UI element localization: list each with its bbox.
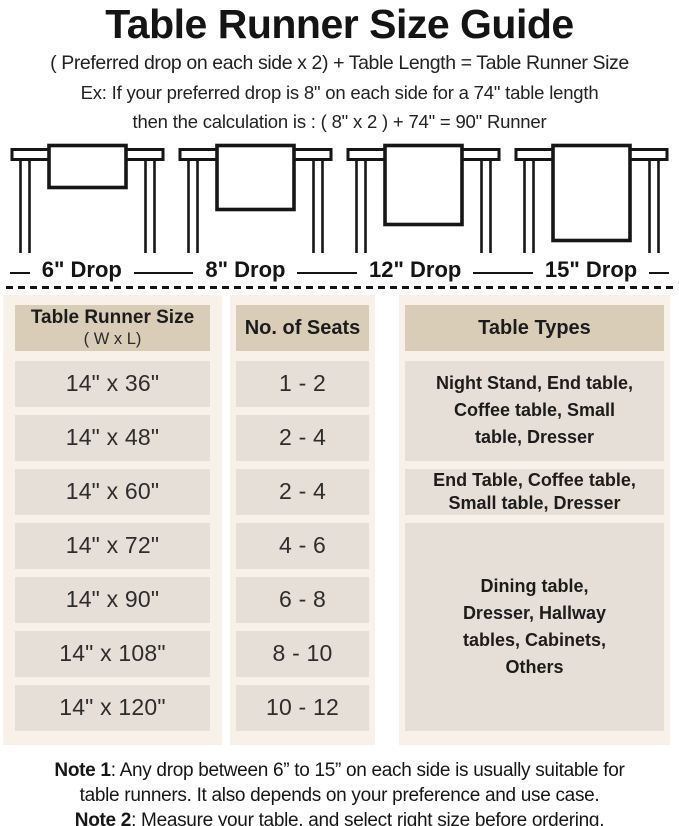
table-types-group-small: Night Stand, End table, Coffee table, Sm…: [405, 360, 664, 461]
table-types-group-medium: End Table, Coffee table, Small table, Dr…: [405, 468, 664, 515]
drop-label-12: 12" Drop: [357, 256, 474, 283]
table-diagram-12-drop-icon: [346, 143, 501, 253]
drop-label-8: 8" Drop: [193, 256, 298, 283]
page-title: Table Runner Size Guide: [105, 1, 574, 47]
drop-labels-line: [10, 271, 669, 275]
seats-column-header: No. of Seats: [236, 304, 369, 351]
drop-label-15: 15" Drop: [532, 256, 650, 283]
runner-size-cell: 14" x 120": [15, 684, 210, 731]
seats-cell: 2 - 4: [236, 468, 369, 515]
seats-cell: 1 - 2: [236, 360, 369, 407]
formula-text: ( Preferred drop on each side x 2) + Tab…: [50, 51, 629, 74]
runner-size-cell: 14" x 72": [15, 522, 210, 569]
seats-cell: 10 - 12: [236, 684, 369, 731]
column-seats: No. of Seats 1 - 2 2 - 4 2 - 4 4 - 6 6 -…: [230, 294, 375, 745]
note-2-label: Note 2: [74, 810, 132, 826]
table-types-column-header: Table Types: [405, 304, 664, 351]
note-2: Note 2: Measure your table, and select r…: [0, 808, 679, 826]
runner-size-header-title: Table Runner Size: [30, 306, 195, 328]
drop-labels-row: 6" Drop 8" Drop 12" Drop 15" Drop: [0, 256, 679, 284]
runner-size-cell: 14" x 108": [15, 630, 210, 677]
runner-size-column-header: Table Runner Size( W x L): [15, 304, 210, 351]
note-1-text: : Any drop between 6” to 15” on each sid…: [79, 759, 625, 807]
note-1: Note 1: Any drop between 6” to 15” on ea…: [0, 758, 679, 809]
runner-size-cell: 14" x 90": [15, 576, 210, 623]
size-guide-table: Table Runner Size( W x L) 14" x 36" 14" …: [3, 294, 676, 745]
note-2-text: : Measure your table, and select right s…: [131, 810, 605, 826]
seats-cell: 6 - 8: [236, 576, 369, 623]
runner-size-cell: 14" x 48": [15, 414, 210, 461]
table-types-group-large: Dining table, Dresser, Hallway tables, C…: [405, 522, 664, 731]
table-types-header-title: Table Types: [478, 316, 591, 339]
seats-header-title: No. of Seats: [244, 316, 361, 339]
seats-cell: 2 - 4: [236, 414, 369, 461]
example-line-1: Ex: If your preferred drop is 8" on each…: [80, 81, 599, 103]
runner-size-cell: 14" x 36": [15, 360, 210, 407]
drop-diagrams: [0, 142, 679, 254]
table-diagram-15-drop-icon: [514, 143, 669, 253]
dashed-divider: [6, 285, 673, 289]
runner-size-cell: 14" x 60": [15, 468, 210, 515]
notes-section: Note 1: Any drop between 6” to 15” on ea…: [0, 758, 679, 826]
table-diagram-6-drop-icon: [10, 143, 165, 253]
note-1-label: Note 1: [54, 759, 111, 781]
column-runner-size: Table Runner Size( W x L) 14" x 36" 14" …: [3, 294, 222, 745]
runner-size-header-subtitle: ( W x L): [83, 329, 142, 348]
table-diagram-8-drop-icon: [178, 143, 333, 253]
example-line-2: then the calculation is : ( 8" x 2 ) + 7…: [132, 110, 547, 132]
column-table-types: Table Types Night Stand, End table, Coff…: [399, 294, 670, 745]
seats-cell: 8 - 10: [236, 630, 369, 677]
drop-label-6: 6" Drop: [29, 256, 134, 283]
seats-cell: 4 - 6: [236, 522, 369, 569]
